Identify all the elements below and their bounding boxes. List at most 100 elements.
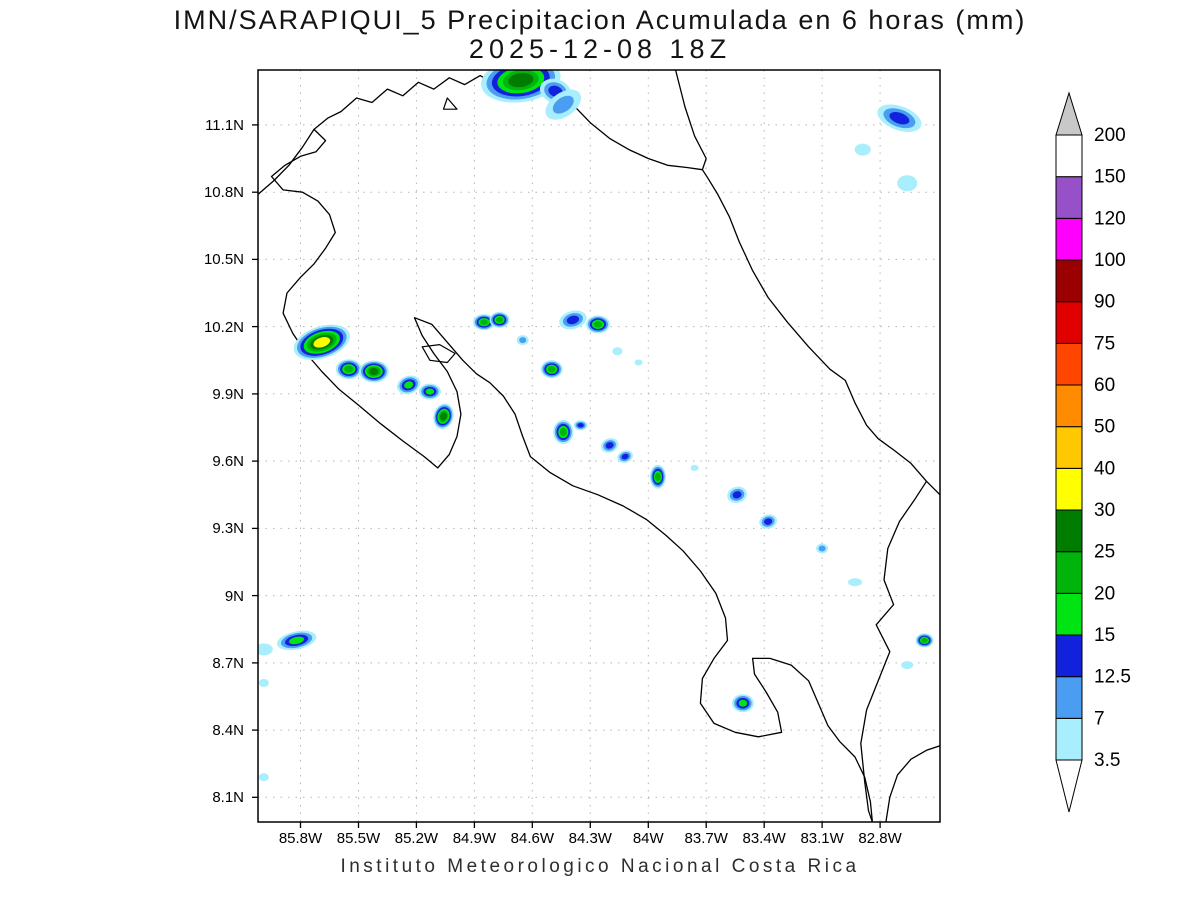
map-layers	[258, 70, 940, 822]
precip-cell-ring	[313, 337, 331, 348]
lon-tick-label: 84.9W	[452, 830, 497, 847]
precip-cell-ring	[921, 638, 928, 643]
precip-cell-ring	[369, 368, 379, 375]
coastline	[885, 745, 940, 822]
precip-cell-ring	[519, 337, 527, 344]
precip-cell-ring	[605, 442, 614, 449]
precip-cell-ring	[559, 427, 567, 437]
colorbar-tick-label: 7	[1094, 708, 1105, 729]
map-title: IMN/SARAPIQUI_5 Precipitacion Acumulada …	[173, 5, 1027, 35]
colorbar-tick-label: 200	[1094, 125, 1126, 146]
precip-cell-ring	[732, 491, 742, 499]
lat-tick-label: 10.5N	[203, 251, 244, 269]
precip-cell-ring	[440, 412, 447, 421]
colorbar-band	[1055, 259, 1083, 303]
lon-tick-label: 85.5W	[336, 830, 381, 847]
colorbar-tick-label: 25	[1094, 542, 1115, 563]
lon-tick-label: 83.1W	[800, 830, 844, 847]
colorbar-tick-label: 15	[1094, 625, 1115, 646]
colorbar-band	[1055, 717, 1083, 761]
colorbar-tick-label: 30	[1094, 500, 1115, 521]
precip-cell-ring	[425, 388, 435, 395]
colorbar-tick-label: 120	[1094, 208, 1126, 229]
lat-tick-label: 8.1N	[212, 789, 244, 807]
lat-tick-label: 8.7N	[212, 654, 244, 672]
colorbar-tick-label: 100	[1094, 250, 1126, 271]
colorbar-band	[1055, 592, 1083, 636]
precip-cell-ring	[344, 365, 354, 373]
precip-cell-ring	[764, 518, 773, 525]
colorbar-tick-label: 75	[1094, 333, 1115, 354]
colorbar-tick-label: 20	[1094, 583, 1115, 604]
colorbar-band	[1055, 551, 1083, 594]
precip-cell-ring	[818, 545, 826, 552]
coastline	[270, 128, 874, 822]
colorbar-band	[1055, 426, 1083, 469]
lon-tick-label: 84W	[632, 830, 664, 847]
lon-tick-label: 82.8W	[858, 830, 902, 847]
precip-cell-ring	[496, 317, 503, 323]
colorbar-band	[1055, 467, 1083, 511]
colorbar-band	[1055, 384, 1083, 428]
coastline	[674, 70, 940, 496]
colorbar-tick-label: 60	[1094, 375, 1115, 396]
precip-cell-ring	[508, 72, 534, 88]
colorbar-tick-label: 90	[1094, 292, 1115, 313]
precip-cell-ring	[593, 321, 603, 328]
lon-tick-label: 83.7W	[684, 830, 728, 847]
coastline	[860, 480, 928, 822]
precip-cell-ring	[404, 381, 414, 389]
precip-cell-ring	[547, 366, 556, 373]
colorbar-tick-label: 150	[1094, 167, 1126, 188]
precip-cell-ring	[552, 95, 574, 114]
map-canvas	[252, 69, 941, 828]
precip-cell-ring	[566, 315, 580, 325]
credit-footer: Instituto Meteorologico Nacional Costa R…	[340, 856, 860, 877]
lon-tick-label: 83.4W	[742, 830, 786, 847]
colorbar-band	[1055, 217, 1083, 261]
precip-cell-ring	[854, 143, 871, 156]
precip-cell-ring	[901, 661, 914, 670]
precip-cell-ring	[621, 453, 629, 460]
precip-cell-ring	[690, 464, 699, 471]
colorbar-band	[1055, 301, 1083, 344]
lon-tick-label: 84.3W	[568, 830, 612, 847]
precip-cell-ring	[258, 643, 273, 656]
map-frame	[257, 69, 941, 823]
lat-tick-label: 9.3N	[212, 520, 244, 538]
lat-tick-label: 8.4N	[212, 722, 244, 740]
colorbar-band	[1055, 634, 1083, 678]
colorbar-tick-label: 40	[1094, 458, 1115, 479]
lat-tick-label: 9N	[224, 587, 244, 605]
colorbar-arrow-below-min	[1055, 759, 1083, 813]
colorbar-band	[1055, 676, 1083, 719]
colorbar-band	[1055, 134, 1083, 178]
colorbar-arrow-above-max	[1055, 91, 1083, 136]
island-outline	[442, 97, 458, 110]
colorbar: 3.5 7 12.5 15 20 25 30 40 50 60 75 90 100 120 150 200	[1055, 91, 1131, 813]
colorbar-band	[1055, 509, 1083, 553]
precip-cell-ring	[738, 699, 748, 707]
lon-tick-label: 84.6W	[510, 830, 555, 847]
precip-cell-ring	[634, 359, 643, 366]
precip-cell-ring	[848, 578, 862, 587]
lat-tick-label: 9.9N	[212, 385, 244, 403]
colorbar-tick-label: 3.5	[1094, 750, 1120, 771]
precip-cell-ring	[577, 423, 584, 428]
precip-cell-ring	[258, 679, 269, 687]
precip-cell-ring	[289, 636, 305, 645]
lat-tick-label: 11.1N	[205, 116, 244, 134]
colorbar-band	[1055, 342, 1083, 386]
precip-cell-ring	[612, 347, 623, 356]
colorbar-tick-label: 12.5	[1094, 667, 1131, 688]
coastline	[258, 74, 704, 196]
map-valid-time: 2025-12-08 18Z	[468, 34, 732, 64]
precip-cell-ring	[258, 773, 269, 782]
island-outline	[421, 344, 456, 364]
precip-cell-ring	[889, 112, 910, 125]
lat-tick-label: 9.6N	[212, 453, 244, 471]
precip-cell-ring	[480, 319, 488, 326]
lat-tick-label: 10.2N	[203, 318, 244, 336]
colorbar-band	[1055, 176, 1083, 219]
